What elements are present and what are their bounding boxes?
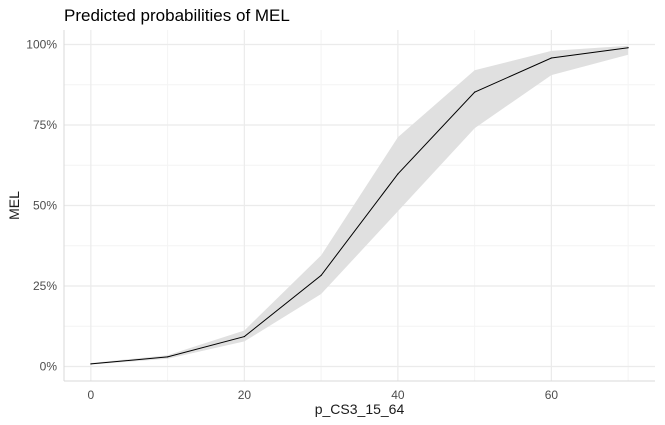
data-point: [550, 57, 552, 59]
chart-title: Predicted probabilities of MEL: [64, 6, 290, 25]
confidence-band: [90, 45, 629, 365]
grid-lines: [64, 30, 655, 381]
x-tick-label: 40: [391, 388, 405, 402]
data-point: [167, 356, 169, 358]
x-tick-labels: 0 20 40 60: [88, 388, 559, 402]
prediction-line: [90, 47, 629, 365]
x-axis-title: p_CS3_15_64: [315, 401, 405, 417]
data-points: [90, 47, 629, 365]
data-point: [90, 363, 92, 365]
data-point: [397, 173, 399, 175]
y-tick-labels: 0% 25% 50% 75% 100%: [26, 37, 57, 373]
y-tick-label: 25%: [33, 279, 57, 293]
data-point: [320, 274, 322, 276]
y-tick-label: 50%: [33, 199, 57, 213]
data-point: [627, 47, 629, 49]
y-axis-title: MEL: [6, 191, 22, 220]
y-tick-label: 75%: [33, 118, 57, 132]
x-tick-label: 0: [88, 388, 95, 402]
x-tick-label: 60: [545, 388, 559, 402]
y-tick-label: 100%: [26, 37, 57, 51]
x-tick-label: 20: [238, 388, 252, 402]
data-point: [243, 335, 245, 338]
y-tick-label: 0%: [40, 360, 58, 374]
data-point: [474, 91, 476, 93]
